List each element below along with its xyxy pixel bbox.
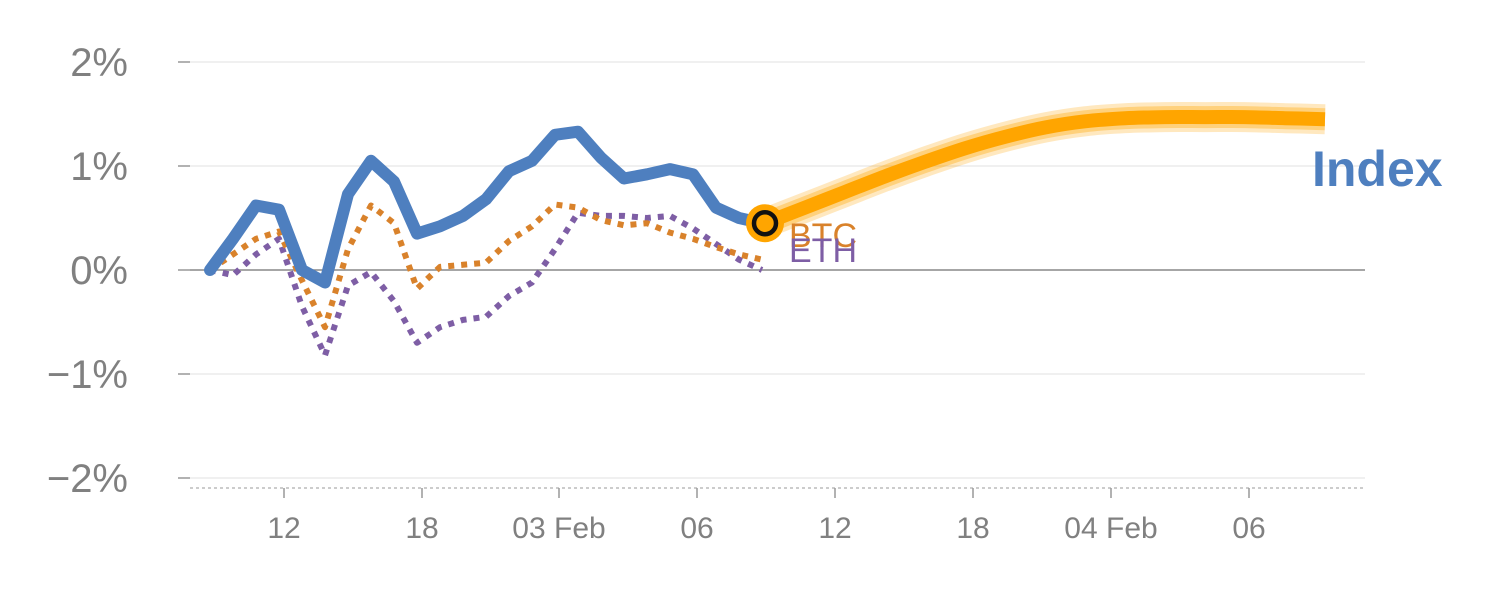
x-tick-label: 06 [680,512,713,545]
series-label-eth: ETH [789,232,857,270]
x-tick-label: 12 [267,512,300,545]
x-tick-label: 03 Feb [512,512,605,545]
y-tick-label: 2% [70,41,128,85]
series-line-btc [208,201,763,331]
x-tick-label: 18 [956,512,989,545]
x-tick-label: 12 [818,512,851,545]
x-tick-label: 18 [405,512,438,545]
y-tick-label: −1% [47,353,128,397]
y-tick-label: 0% [70,249,128,293]
marker-halo [746,204,784,243]
series-label-btc: BTC [789,217,857,255]
y-axis: 2% 1% 0% −1% −2% [47,41,190,501]
marker-point [751,209,779,237]
grid-layer [190,61,1365,479]
x-tick-label: 06 [1232,512,1265,545]
x-tick-label: 04 Feb [1064,512,1157,545]
y-tick-label: −2% [47,457,128,501]
series-label-index: Index [1312,141,1443,197]
series-line-index [204,125,768,289]
forecast-line [762,110,1326,230]
y-tick-label: 1% [70,145,128,189]
series-layer [204,102,1326,359]
label-layer: BTC ETH Index [789,141,1443,270]
x-axis: 12 18 03 Feb 06 12 18 04 Feb 06 [190,487,1365,545]
